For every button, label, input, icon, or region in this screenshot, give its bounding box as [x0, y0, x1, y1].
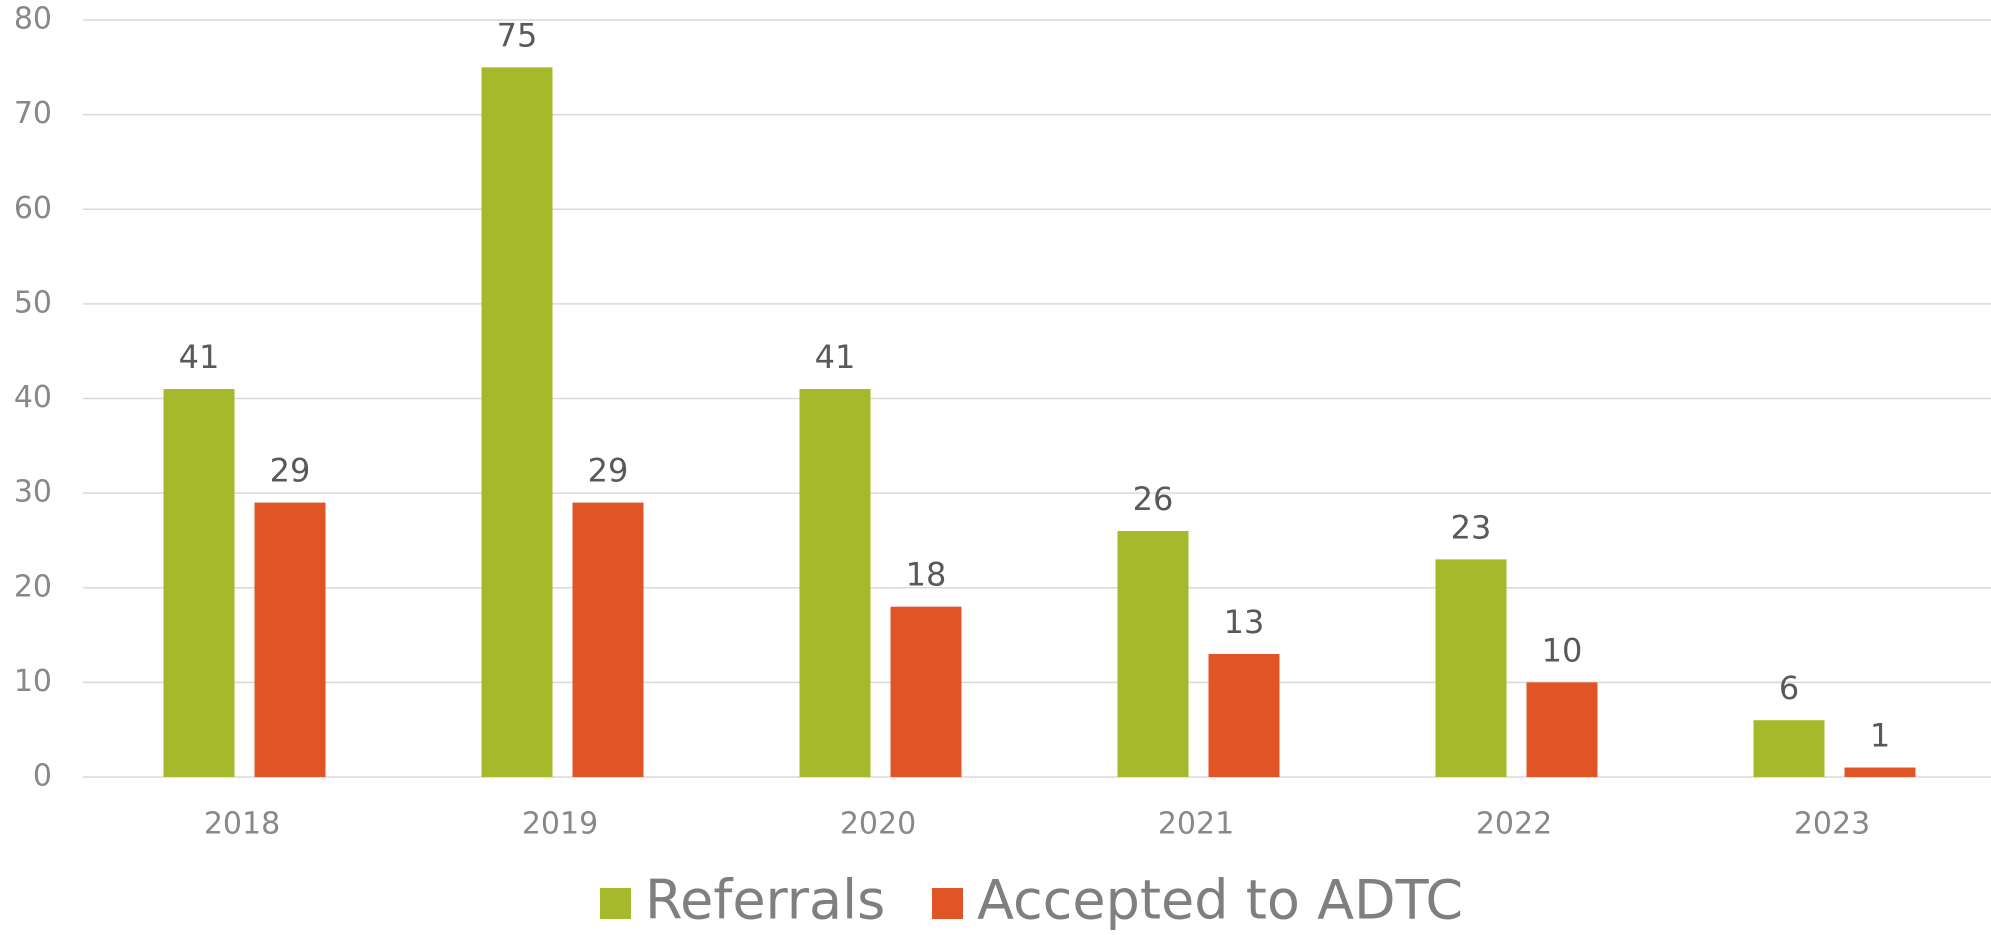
x-tick-label: 2021 — [1158, 807, 1234, 842]
bar — [572, 502, 644, 777]
y-tick-label: 70 — [14, 96, 52, 131]
bar — [163, 389, 235, 777]
data-label: 18 — [906, 556, 947, 594]
y-tick-label: 30 — [14, 475, 52, 510]
data-label: 75 — [497, 16, 538, 54]
y-tick-label: 50 — [14, 285, 52, 320]
x-tick-label: 2023 — [1794, 807, 1870, 842]
bar — [1526, 682, 1598, 777]
x-tick-label: 2018 — [204, 807, 280, 842]
x-tick-label: 2020 — [840, 807, 916, 842]
legend-swatch — [932, 888, 963, 919]
y-tick-label: 10 — [14, 664, 52, 699]
bar — [1844, 767, 1916, 777]
data-label: 29 — [270, 452, 311, 490]
y-tick-label: 20 — [14, 569, 52, 604]
data-label: 6 — [1779, 669, 1799, 707]
x-tick-label: 2022 — [1476, 807, 1552, 842]
data-label: 26 — [1133, 480, 1174, 518]
data-label: 10 — [1542, 631, 1583, 669]
y-tick-label: 40 — [14, 380, 52, 415]
bar — [1753, 720, 1825, 777]
legend-label: Accepted to ADTC — [977, 869, 1463, 932]
legend-swatch — [600, 888, 631, 919]
y-tick-label: 60 — [14, 191, 52, 226]
data-label: 41 — [815, 338, 856, 376]
data-label: 23 — [1451, 508, 1492, 546]
bar — [1117, 530, 1189, 777]
legend-label: Referrals — [645, 869, 885, 932]
bar — [254, 502, 326, 777]
bar — [1208, 653, 1280, 777]
data-label: 29 — [588, 452, 629, 490]
data-label: 13 — [1224, 603, 1265, 641]
data-label: 1 — [1870, 717, 1890, 755]
bar — [481, 67, 553, 777]
bar — [1435, 559, 1507, 777]
y-tick-label: 0 — [33, 759, 52, 794]
bar — [799, 389, 871, 777]
bar — [890, 606, 962, 777]
y-tick-label: 80 — [14, 2, 52, 37]
data-label: 41 — [179, 338, 220, 376]
x-tick-label: 2019 — [522, 807, 598, 842]
